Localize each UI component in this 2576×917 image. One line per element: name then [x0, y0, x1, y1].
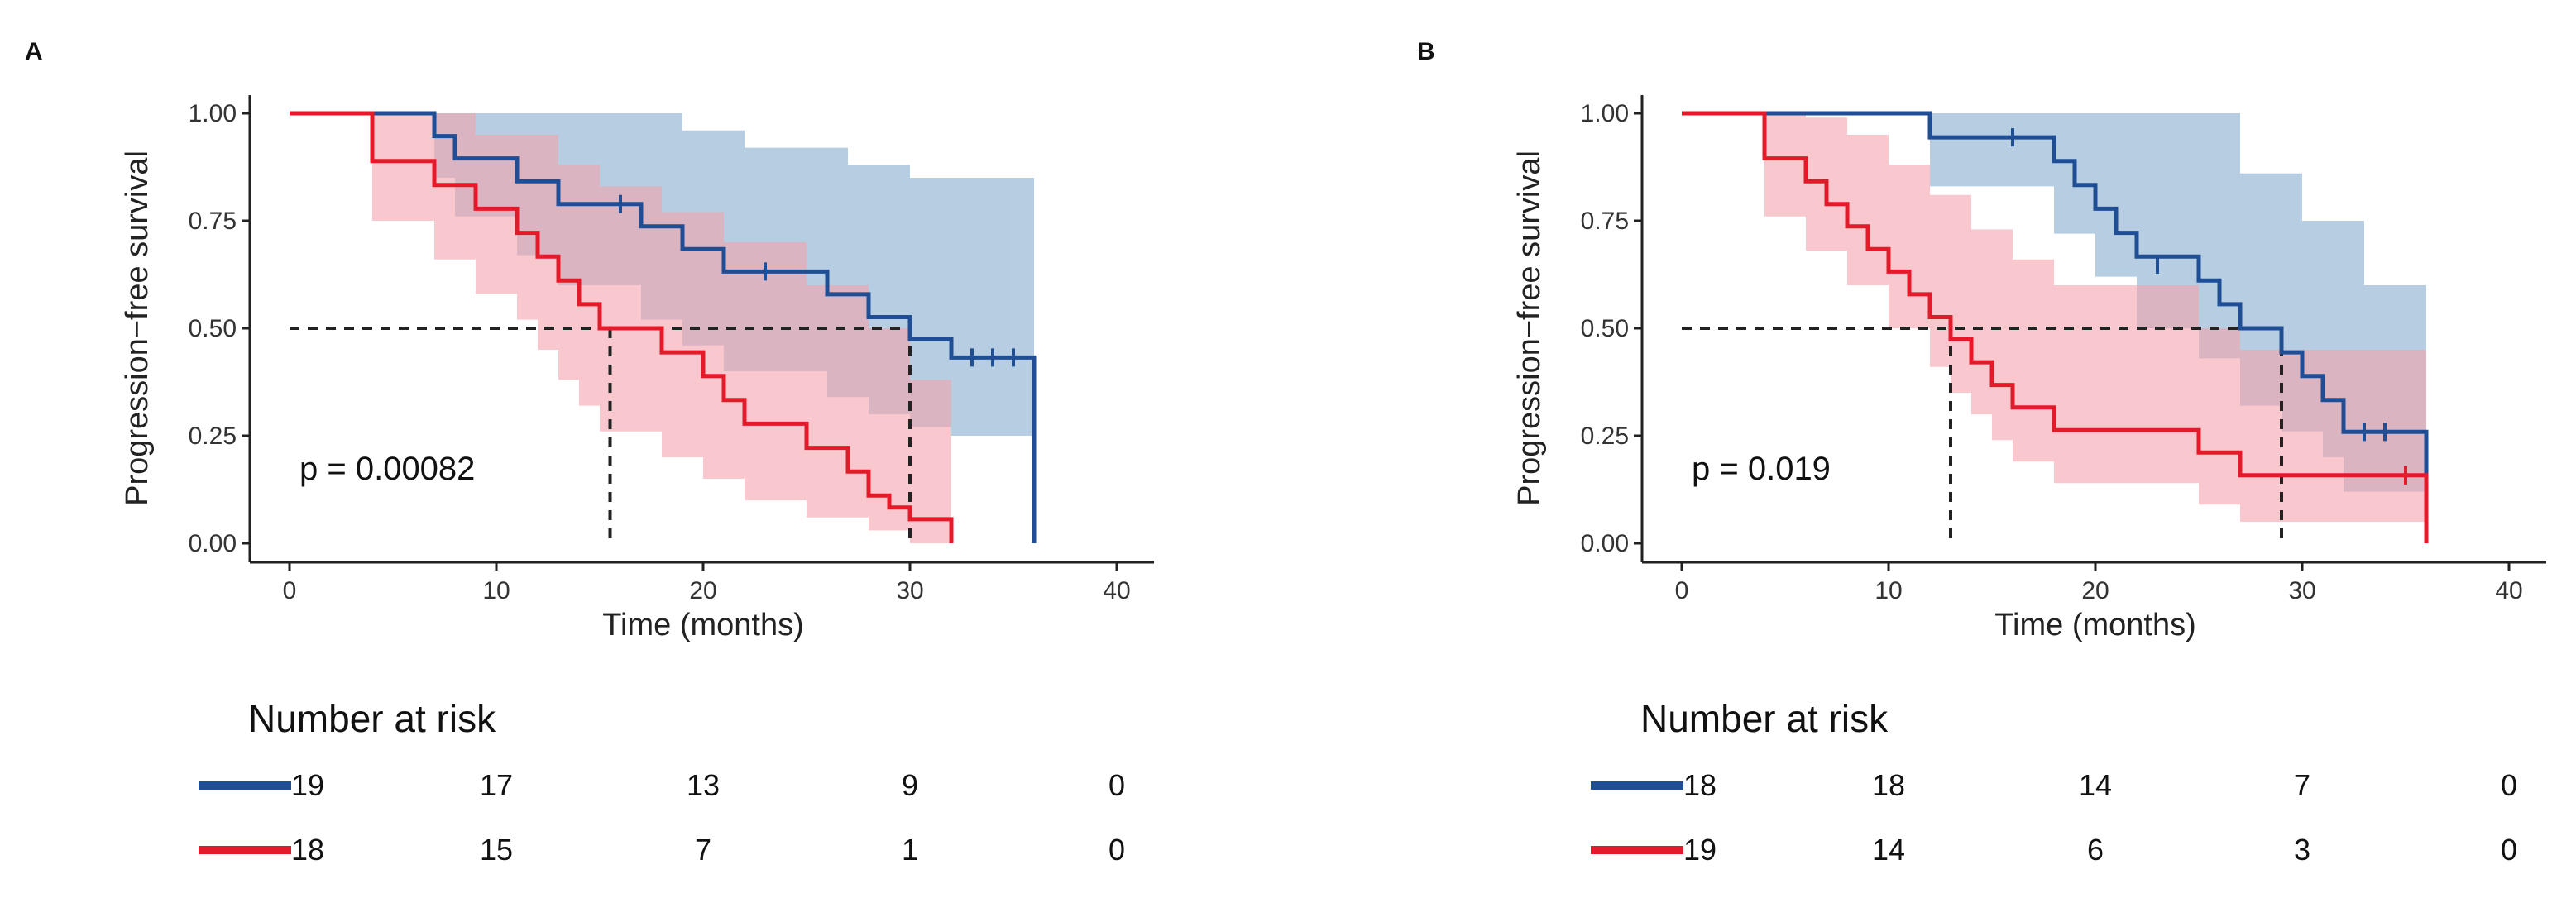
risk-count: 0 [2501, 833, 2517, 867]
x-tick-label: 40 [2495, 577, 2522, 604]
risk-count: 18 [291, 833, 324, 867]
risk-count: 6 [2087, 833, 2104, 867]
survival-curve-red [1682, 111, 2429, 543]
x-tick-label: 10 [1875, 577, 1902, 604]
x-tick-label: 40 [1103, 577, 1130, 604]
risk-count: 18 [1683, 768, 1717, 802]
x-tick-label: 0 [1675, 577, 1689, 604]
p-value: p = 0.019 [1692, 451, 1831, 487]
risk-count: 18 [1872, 768, 1905, 802]
y-tick-label: 0.75 [189, 208, 237, 235]
x-axis-title: Time (months) [602, 608, 804, 642]
x-tick-label: 30 [2288, 577, 2315, 604]
x-tick-label: 20 [2081, 577, 2109, 604]
x-tick-label: 0 [283, 577, 297, 604]
risk-count: 19 [291, 768, 324, 802]
risk-count: 0 [1108, 768, 1125, 802]
risk-table: Number at risk 18 18 14 7 0 19 14 6 3 0 [1591, 697, 2517, 867]
y-tick-label: 0.00 [1581, 530, 1629, 557]
survival-curve-red [290, 111, 954, 543]
y-tick-label: 0.50 [1581, 315, 1629, 342]
x-axis-title: Time (months) [1994, 608, 2196, 642]
risk-count: 14 [1872, 833, 1905, 867]
risk-count: 19 [1683, 833, 1717, 867]
survival-curve-blue [1682, 111, 2429, 543]
panel-letter: B [1417, 38, 1435, 65]
y-tick-label: 0.50 [189, 315, 237, 342]
survival-curve-blue [290, 111, 1037, 543]
risk-count: 17 [480, 768, 513, 802]
y-tick-label: 0.00 [189, 530, 237, 557]
y-tick-label: 1.00 [189, 100, 237, 127]
y-axis-title: Progression−free survival [1512, 150, 1547, 506]
ci-band-red [1682, 113, 2426, 522]
risk-count: 0 [2501, 768, 2517, 802]
risk-count: 7 [2294, 768, 2310, 802]
risk-table-title: Number at risk [1640, 697, 1889, 740]
risk-table-title: Number at risk [248, 697, 496, 740]
panel-letter: A [25, 38, 43, 65]
risk-table: Number at risk 19 17 13 9 0 18 15 7 1 0 [199, 697, 1125, 867]
x-tick-label: 30 [896, 577, 923, 604]
y-tick-label: 0.25 [1581, 423, 1629, 450]
y-axis-title: Progression−free survival [120, 150, 155, 506]
risk-count: 1 [902, 833, 918, 867]
y-tick-label: 0.75 [1581, 208, 1629, 235]
risk-count: 14 [2079, 768, 2112, 802]
y-tick-label: 0.25 [189, 423, 237, 450]
x-tick-label: 20 [689, 577, 716, 604]
risk-count: 13 [687, 768, 720, 802]
risk-count: 7 [695, 833, 711, 867]
risk-count: 9 [902, 768, 918, 802]
risk-count: 0 [1108, 833, 1125, 867]
x-tick-label: 10 [482, 577, 510, 604]
p-value: p = 0.00082 [299, 451, 475, 487]
risk-count: 15 [480, 833, 513, 867]
risk-count: 3 [2294, 833, 2310, 867]
y-tick-label: 1.00 [1581, 100, 1629, 127]
